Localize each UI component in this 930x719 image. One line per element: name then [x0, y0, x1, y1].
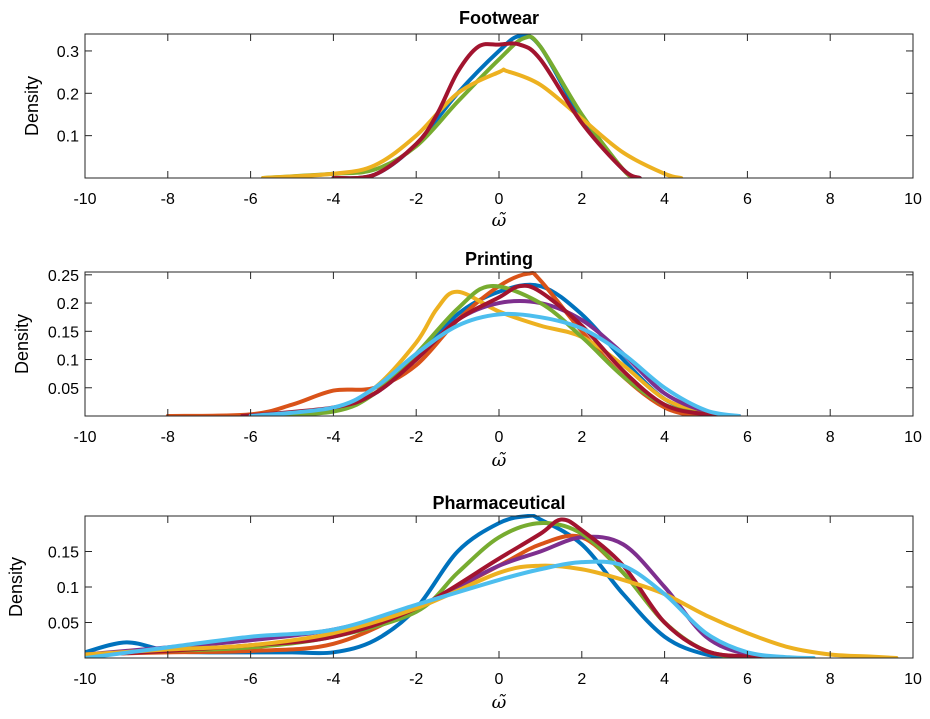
series-line-6 — [240, 283, 742, 416]
x-tick-label: -8 — [161, 429, 175, 446]
x-tick-label: 10 — [904, 429, 922, 446]
x-tick-label: -6 — [243, 429, 257, 446]
y-tick-label: 0.2 — [57, 296, 79, 313]
series-line-7 — [85, 559, 816, 658]
y-tick-label: 0.15 — [48, 324, 79, 341]
chart-title: Pharmaceutical — [432, 493, 565, 513]
x-tick-label: 0 — [495, 429, 504, 446]
x-tick-label: -6 — [243, 191, 257, 208]
x-axis-label: ω̃ — [492, 210, 507, 231]
x-tick-label: -10 — [73, 429, 96, 446]
y-tick-label: 0.1 — [57, 353, 79, 370]
x-tick-label: 0 — [495, 191, 504, 208]
x-tick-label: -6 — [243, 671, 257, 688]
x-tick-label: 10 — [904, 191, 922, 208]
series-group — [85, 514, 899, 658]
y-tick-label: 0.1 — [57, 580, 79, 597]
x-tick-label: 8 — [826, 191, 835, 208]
series-line-7 — [248, 311, 742, 416]
axes-box — [84, 33, 914, 179]
panel-2: -10 -8 -6 -4 -2 0 2 4 6 8 10 0.05 0.1 0.15 0.2 0.25 Prin… — [12, 249, 922, 471]
x-tick-label: 4 — [660, 191, 669, 208]
series-line-4 — [85, 521, 750, 658]
x-tick-label: 8 — [826, 671, 835, 688]
x-tick-label: -2 — [409, 671, 423, 688]
y-axis-label: Density — [12, 314, 32, 374]
x-tick-label: 6 — [743, 429, 752, 446]
y-tick-label: 0.15 — [48, 545, 79, 562]
x-tick-label: -10 — [73, 671, 96, 688]
x-tick-label: -4 — [326, 429, 340, 446]
series-line-6 — [85, 563, 899, 658]
x-tick-label: 2 — [577, 671, 586, 688]
x-axis-label: ω̃ — [492, 692, 507, 713]
y-axis-label: Density — [6, 557, 26, 617]
x-tick-label: -4 — [326, 671, 340, 688]
y-tick-label: 0.3 — [57, 44, 79, 61]
x-tick-label: 8 — [826, 429, 835, 446]
x-tick-label: -8 — [161, 671, 175, 688]
x-tick-label: -2 — [409, 191, 423, 208]
x-tick-label: 0 — [495, 671, 504, 688]
series-group — [261, 33, 684, 178]
series-group — [165, 270, 742, 416]
series-line-1 — [331, 33, 642, 178]
series-line-4 — [331, 41, 642, 178]
x-tick-label: -8 — [161, 191, 175, 208]
x-tick-label: 2 — [577, 191, 586, 208]
x-tick-label: -2 — [409, 429, 423, 446]
y-axis-label: Density — [22, 76, 42, 136]
series-line-2 — [261, 34, 638, 178]
x-axis-label: ω̃ — [492, 450, 507, 471]
panel-1: -10 -8 -6 -4 -2 0 2 4 6 8 10 0.1 0.2 0.3 Footwear ω̃ Den… — [22, 8, 922, 231]
x-tick-label: -4 — [326, 191, 340, 208]
x-tick-label: -10 — [73, 191, 96, 208]
chart-title: Printing — [465, 249, 533, 269]
panel-3: -10 -8 -6 -4 -2 0 2 4 6 8 10 0.05 0.1 0.15 Pharmaceuti… — [6, 493, 922, 713]
series-line-3 — [261, 67, 684, 178]
y-tick-label: 0.1 — [57, 129, 79, 146]
y-tick-label: 0.05 — [48, 616, 79, 633]
x-tick-label: 10 — [904, 671, 922, 688]
y-tick-label: 0.05 — [48, 381, 79, 398]
x-tick-label: 2 — [577, 429, 586, 446]
x-tick-label: 4 — [660, 671, 669, 688]
x-tick-label: 6 — [743, 671, 752, 688]
y-tick-label: 0.2 — [57, 86, 79, 103]
x-tick-label: 4 — [660, 429, 669, 446]
y-tick-label: 0.25 — [48, 268, 79, 285]
x-tick-label: 6 — [743, 191, 752, 208]
chart-title: Footwear — [459, 8, 539, 28]
